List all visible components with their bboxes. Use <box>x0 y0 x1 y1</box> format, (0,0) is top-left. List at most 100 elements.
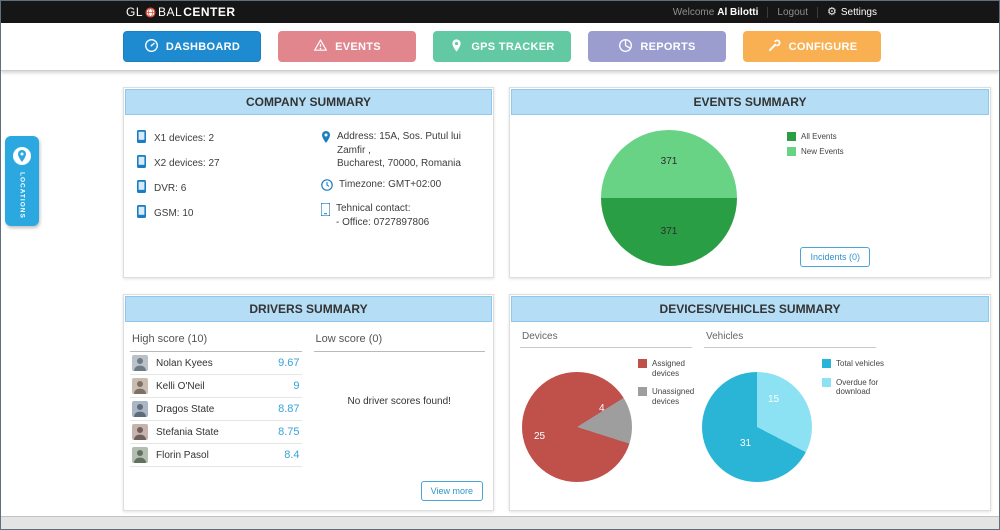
new-events-swatch <box>787 146 796 156</box>
device-count-row: DVR: 6 <box>137 180 321 196</box>
device-count-value: 27 <box>208 157 220 169</box>
driver-score: 9.67 <box>278 357 300 369</box>
wrench-icon <box>767 38 782 56</box>
address-line1: Address: 15A, Sos. Putul lui Zamfir , <box>337 131 461 156</box>
devices-legend: Assigned devices Unassigned devices <box>638 359 700 415</box>
pie-chart-icon <box>618 38 633 56</box>
legend-item-total-vehicles: Total vehicles <box>822 359 886 369</box>
vehicles-subheader: Vehicles <box>704 331 876 348</box>
main-nav: DASHBOARD EVENTS GPS TRACKER REPORTS CON… <box>1 23 999 71</box>
settings-link[interactable]: ⚙ Settings <box>826 5 877 18</box>
legend-item-assigned: Assigned devices <box>638 359 700 378</box>
overdue-count: 15 <box>768 394 780 405</box>
legend-item-overdue: Overdue for download <box>822 377 886 397</box>
legend-item-new-events: New Events <box>787 146 844 157</box>
address-pin-icon <box>321 130 331 148</box>
location-pin-icon <box>13 147 31 165</box>
nav-reports-button[interactable]: REPORTS <box>588 31 726 62</box>
welcome-text: Welcome Al Bilotti <box>672 6 759 18</box>
driver-score: 8.87 <box>278 403 300 415</box>
view-more-button[interactable]: View more <box>420 481 483 501</box>
brand-center: CENTER <box>183 5 236 19</box>
topbar-divider <box>767 6 769 18</box>
driver-avatar <box>132 447 148 463</box>
unassigned-swatch <box>638 387 647 397</box>
clock-icon <box>321 178 333 196</box>
devices-vehicles-panel: DEVICES/VEHICLES SUMMARY Devices Vehicle… <box>509 294 991 511</box>
device-count-row: X2 devices: 27 <box>137 155 321 171</box>
assigned-count: 25 <box>534 431 546 442</box>
nav-dashboard-button[interactable]: DASHBOARD <box>123 31 261 62</box>
contact-row: Tehnical contact: - Office: 0727897806 <box>320 202 485 229</box>
driver-avatar <box>132 424 148 440</box>
driver-avatar <box>132 355 148 371</box>
nav-events-button[interactable]: EVENTS <box>278 31 416 62</box>
devices-vehicles-body: Devices Vehicles 25 4 Assigned devices U… <box>510 323 990 510</box>
device-phone-icon <box>137 155 146 171</box>
driver-avatar <box>132 401 148 417</box>
total-vehicles-count: 31 <box>740 438 752 449</box>
contact-phone-icon <box>320 202 331 221</box>
warning-icon <box>313 38 328 56</box>
footer-strip <box>1 516 999 529</box>
vehicles-legend: Total vehicles Overdue for download <box>822 359 886 406</box>
total-vehicles-swatch <box>822 359 831 368</box>
driver-row[interactable]: Kelli O'Neil 9 <box>130 375 302 398</box>
events-pie-chart: 371 371 <box>601 130 737 266</box>
device-count-row: GSM: 10 <box>137 205 321 221</box>
device-phone-icon <box>137 130 146 146</box>
high-score-column: High score (10) Nolan Kyees 9.67 Kelli O… <box>130 331 302 510</box>
driver-row[interactable]: Nolan Kyees 9.67 <box>130 352 302 375</box>
events-summary-body: All Events New Events 371 371 Incidents … <box>510 116 990 277</box>
topbar-divider <box>816 6 818 18</box>
devices-vehicles-title: DEVICES/VEHICLES SUMMARY <box>511 296 989 322</box>
events-legend: All Events New Events <box>787 132 844 161</box>
brand-gl: GL <box>126 5 144 19</box>
device-count-value: 2 <box>208 132 215 144</box>
vehicles-pie-chart: 15 31 <box>702 372 812 482</box>
device-phone-icon <box>137 180 146 196</box>
address-line2: Bucharest, 70000, Romania <box>337 158 461 169</box>
driver-score: 8.75 <box>278 426 300 438</box>
drivers-summary-title: DRIVERS SUMMARY <box>125 296 492 322</box>
high-score-header: High score (10) <box>130 331 302 352</box>
overdue-swatch <box>822 377 831 387</box>
timezone-text: Timezone: GMT+02:00 <box>339 178 442 190</box>
timezone-row: Timezone: GMT+02:00 <box>321 178 485 196</box>
low-score-header: Low score (0) <box>313 331 485 352</box>
incidents-button[interactable]: Incidents (0) <box>800 247 870 267</box>
logout-link[interactable]: Logout <box>777 6 808 18</box>
nav-gps-tracker-button[interactable]: GPS TRACKER <box>433 31 571 62</box>
driver-avatar <box>132 378 148 394</box>
events-new-count: 371 <box>660 156 678 167</box>
drivers-summary-panel: DRIVERS SUMMARY High score (10) Nolan Ky… <box>123 294 494 511</box>
device-counts: X1 devices: 2 X2 devices: 27 DVR: 6 GSM:… <box>137 130 321 277</box>
brand-logo: GL BAL CENTER <box>126 5 236 19</box>
device-count-row: X1 devices: 2 <box>137 130 321 146</box>
user-name: Al Bilotti <box>717 6 759 18</box>
company-summary-title: COMPANY SUMMARY <box>125 89 492 115</box>
topbar: GL BAL CENTER Welcome Al Bilotti Logout ⚙… <box>1 1 999 23</box>
events-all-count: 371 <box>660 226 678 237</box>
driver-score: 8.4 <box>284 449 300 461</box>
nav-configure-button[interactable]: CONFIGURE <box>743 31 881 62</box>
low-score-column: Low score (0) No driver scores found! <box>313 331 485 510</box>
map-pin-icon <box>449 38 464 56</box>
gauge-icon <box>144 38 159 56</box>
brand-bal: BAL <box>158 5 183 19</box>
no-scores-message: No driver scores found! <box>347 396 451 407</box>
topbar-right: Welcome Al Bilotti Logout ⚙ Settings <box>672 5 877 18</box>
device-phone-icon <box>137 205 146 221</box>
drivers-summary-body: High score (10) Nolan Kyees 9.67 Kelli O… <box>124 323 493 510</box>
driver-row[interactable]: Stefania State 8.75 <box>130 421 302 444</box>
all-events-swatch <box>787 132 796 141</box>
unassigned-count: 4 <box>599 403 605 414</box>
driver-row[interactable]: Dragos State 8.87 <box>130 398 302 421</box>
locations-tab[interactable]: LOCATIONS <box>5 136 39 226</box>
devices-pie-chart: 25 4 <box>522 372 632 482</box>
events-summary-title: EVENTS SUMMARY <box>511 89 989 115</box>
devices-subheader: Devices <box>520 331 692 348</box>
driver-row[interactable]: Florin Pasol 8.4 <box>130 444 302 467</box>
events-summary-panel: EVENTS SUMMARY All Events New Events 371… <box>509 87 991 278</box>
